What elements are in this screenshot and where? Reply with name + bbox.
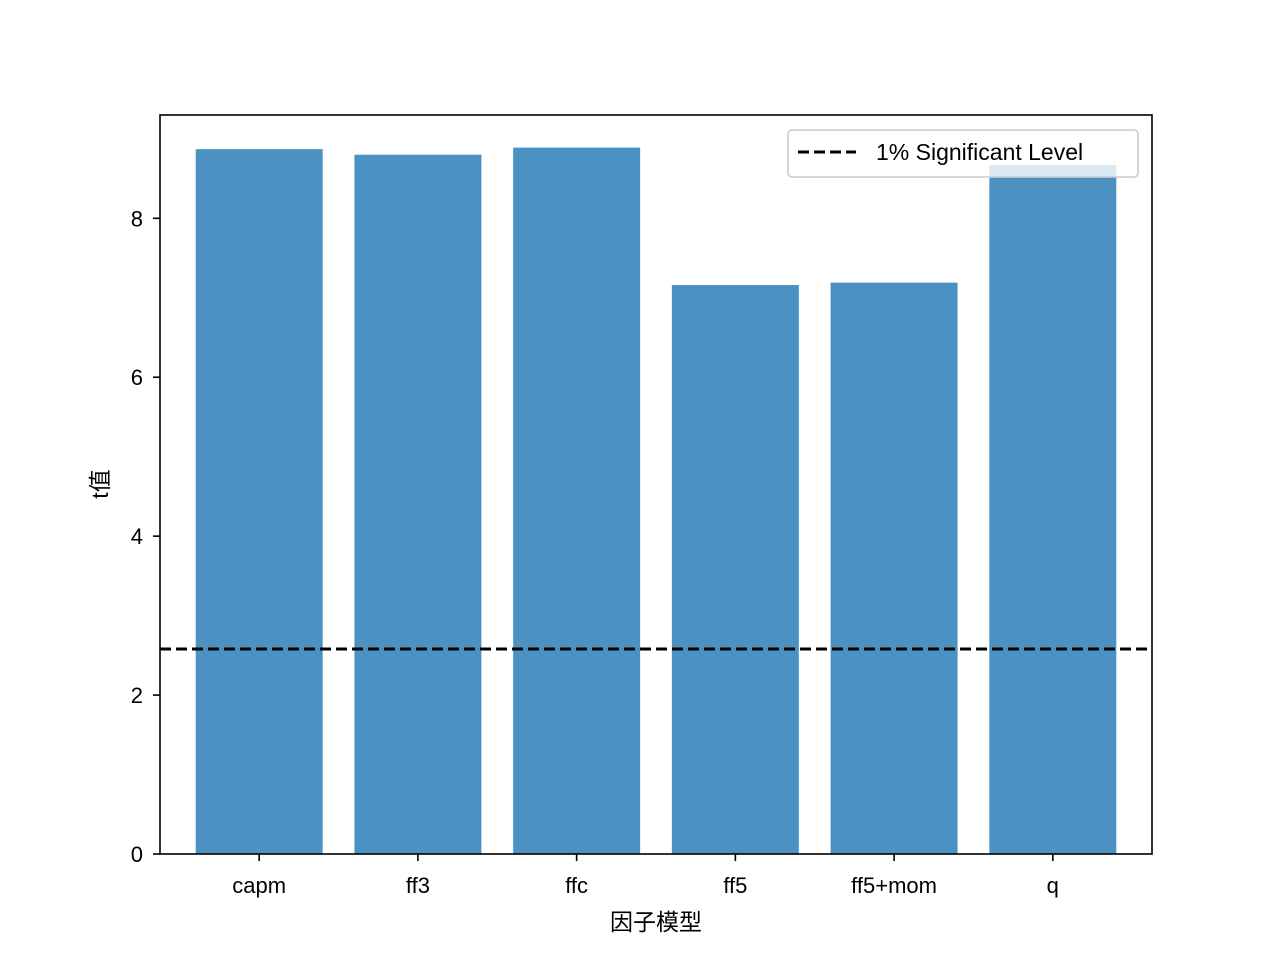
y-axis-label: t值 bbox=[87, 469, 113, 498]
bar-ff5+mom bbox=[830, 282, 958, 854]
x-tick-label: ffc bbox=[565, 873, 588, 898]
y-axis-ticks: 0 2 4 6 8 bbox=[131, 206, 160, 867]
bar-ffc bbox=[513, 147, 641, 854]
x-axis-ticks: capm ff3 ffc ff5 ff5+mom q bbox=[232, 854, 1059, 898]
x-tick-label: capm bbox=[232, 873, 286, 898]
legend: 1% Significant Level bbox=[787, 129, 1139, 178]
x-axis-label: 因子模型 bbox=[610, 909, 702, 935]
y-tick-label: 2 bbox=[131, 683, 143, 708]
x-tick-label: ff3 bbox=[406, 873, 430, 898]
bar-ff5 bbox=[671, 285, 799, 854]
bar-q bbox=[989, 165, 1117, 854]
legend-label: 1% Significant Level bbox=[876, 139, 1083, 165]
x-tick-label: ff5 bbox=[723, 873, 747, 898]
plot-frame bbox=[159, 114, 1153, 855]
y-tick-label: 0 bbox=[131, 842, 143, 867]
bars-layer bbox=[195, 147, 1117, 855]
legend-box bbox=[787, 129, 1139, 178]
bar-ff3 bbox=[354, 154, 482, 855]
bar-capm bbox=[195, 149, 323, 855]
y-tick-label: 4 bbox=[131, 524, 143, 549]
y-tick-label: 8 bbox=[131, 206, 143, 231]
x-tick-label: ff5+mom bbox=[851, 873, 937, 898]
y-tick-label: 6 bbox=[131, 365, 143, 390]
x-tick-label: q bbox=[1047, 873, 1059, 898]
